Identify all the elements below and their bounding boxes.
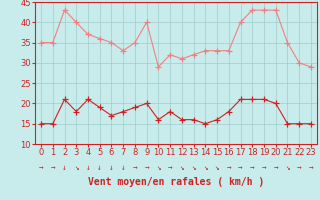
- Text: →: →: [51, 163, 55, 172]
- Text: →: →: [250, 163, 255, 172]
- Text: →: →: [39, 163, 44, 172]
- Text: →: →: [132, 163, 137, 172]
- Text: ↘: ↘: [215, 163, 220, 172]
- Text: ↓: ↓: [86, 163, 90, 172]
- Text: ↓: ↓: [121, 163, 125, 172]
- Text: ↘: ↘: [180, 163, 184, 172]
- Text: →: →: [227, 163, 231, 172]
- Text: →: →: [238, 163, 243, 172]
- X-axis label: Vent moyen/en rafales ( km/h ): Vent moyen/en rafales ( km/h ): [88, 177, 264, 187]
- Text: ↘: ↘: [285, 163, 290, 172]
- Text: →: →: [262, 163, 266, 172]
- Text: →: →: [273, 163, 278, 172]
- Text: →: →: [144, 163, 149, 172]
- Text: ↓: ↓: [62, 163, 67, 172]
- Text: ↘: ↘: [74, 163, 79, 172]
- Text: →: →: [308, 163, 313, 172]
- Text: ↘: ↘: [191, 163, 196, 172]
- Text: →: →: [297, 163, 301, 172]
- Text: ↘: ↘: [203, 163, 208, 172]
- Text: ↓: ↓: [109, 163, 114, 172]
- Text: ↘: ↘: [156, 163, 161, 172]
- Text: →: →: [168, 163, 172, 172]
- Text: ↓: ↓: [97, 163, 102, 172]
